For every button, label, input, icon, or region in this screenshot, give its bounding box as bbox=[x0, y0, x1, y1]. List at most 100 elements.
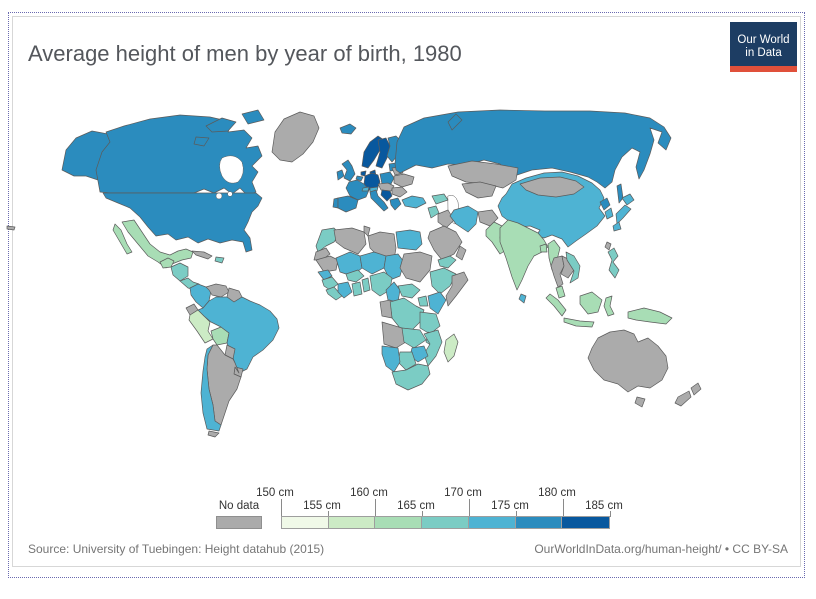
country-uganda[interactable] bbox=[417, 295, 429, 307]
country-indonesia-sulawesi[interactable] bbox=[603, 295, 615, 317]
country-south-africa[interactable] bbox=[391, 363, 431, 391]
country-canada-arctic-b[interactable] bbox=[241, 109, 265, 125]
country-russia-sakhalin[interactable] bbox=[616, 183, 624, 204]
country-ukraine[interactable] bbox=[393, 173, 415, 188]
country-oman[interactable] bbox=[455, 245, 467, 261]
country-india[interactable] bbox=[499, 219, 549, 291]
country-tunisia[interactable] bbox=[363, 225, 371, 237]
country-vietnam[interactable] bbox=[565, 251, 581, 284]
country-mauritania[interactable] bbox=[315, 255, 339, 273]
country-greenland[interactable] bbox=[271, 111, 320, 163]
country-canada[interactable] bbox=[95, 114, 263, 197]
country-niger[interactable] bbox=[359, 251, 387, 275]
country-togo-benin[interactable] bbox=[361, 277, 371, 293]
country-indonesia-java[interactable] bbox=[563, 317, 595, 328]
country-south-korea[interactable] bbox=[604, 207, 614, 220]
country-spain[interactable] bbox=[337, 195, 359, 213]
country-malaysia[interactable] bbox=[555, 285, 566, 299]
country-greece[interactable] bbox=[389, 197, 402, 211]
legend-bin-180-185[interactable] bbox=[562, 517, 610, 528]
legend-no-data-swatch[interactable] bbox=[216, 516, 262, 529]
legend-bin-150-155[interactable] bbox=[282, 517, 329, 528]
country-yemen[interactable] bbox=[437, 255, 457, 269]
country-iceland[interactable] bbox=[339, 123, 357, 135]
legend-bin-165-170[interactable] bbox=[422, 517, 469, 528]
country-syria[interactable] bbox=[427, 205, 440, 219]
country-portugal[interactable] bbox=[332, 197, 339, 209]
country-chad[interactable] bbox=[383, 253, 405, 281]
country-namibia[interactable] bbox=[381, 345, 401, 373]
country-cuba[interactable] bbox=[191, 250, 213, 260]
legend-bin-175-180[interactable] bbox=[515, 517, 563, 528]
country-chile[interactable] bbox=[200, 344, 222, 432]
country-iran[interactable] bbox=[449, 205, 479, 233]
country-sudan[interactable] bbox=[399, 251, 433, 283]
country-mexico-baja[interactable] bbox=[112, 223, 133, 255]
country-central-asia[interactable] bbox=[461, 181, 497, 199]
country-philippines[interactable] bbox=[607, 247, 620, 279]
country-mongolia[interactable] bbox=[519, 176, 585, 198]
country-russia[interactable] bbox=[394, 109, 672, 189]
country-indonesia-sumatra[interactable] bbox=[545, 293, 567, 317]
country-balkans[interactable] bbox=[380, 189, 393, 202]
country-sri-lanka[interactable] bbox=[518, 293, 527, 304]
country-guatemala[interactable] bbox=[159, 257, 175, 269]
country-angola[interactable] bbox=[381, 321, 407, 349]
country-japan-honshu[interactable] bbox=[615, 204, 632, 225]
country-new-zealand-south[interactable] bbox=[674, 390, 692, 407]
country-iraq[interactable] bbox=[437, 209, 455, 229]
country-poland[interactable] bbox=[379, 171, 395, 185]
country-brazil[interactable] bbox=[197, 296, 280, 374]
country-netherlands[interactable] bbox=[360, 170, 367, 177]
country-canada-arctic-c[interactable] bbox=[193, 136, 210, 147]
country-romania-bulgaria[interactable] bbox=[391, 186, 408, 198]
country-belgium[interactable] bbox=[355, 175, 364, 182]
country-new-zealand-north[interactable] bbox=[690, 382, 702, 396]
country-guinea[interactable] bbox=[321, 276, 339, 291]
attribution-link[interactable]: OurWorldInData.org/human-height/ • CC BY… bbox=[534, 542, 788, 556]
country-france[interactable] bbox=[345, 179, 370, 201]
country-egypt[interactable] bbox=[395, 229, 423, 251]
country-ivory-coast[interactable] bbox=[337, 281, 353, 299]
country-turkey[interactable] bbox=[401, 195, 427, 209]
owid-logo[interactable]: Our World in Data bbox=[730, 22, 797, 72]
country-kazakhstan[interactable] bbox=[447, 160, 519, 189]
country-sierra-leone-liberia[interactable] bbox=[325, 286, 343, 301]
country-central-african-republic[interactable] bbox=[397, 283, 421, 299]
country-italy[interactable] bbox=[369, 189, 389, 212]
country-czech-slovakia-hungary[interactable] bbox=[377, 182, 395, 192]
legend-bin-160-165[interactable] bbox=[375, 517, 423, 528]
country-hispaniola[interactable] bbox=[214, 256, 225, 264]
country-caucasus[interactable] bbox=[431, 193, 449, 205]
country-switzerland[interactable] bbox=[361, 186, 370, 192]
country-cameroon[interactable] bbox=[385, 281, 401, 303]
country-usa[interactable] bbox=[102, 192, 263, 253]
country-honduras-nicaragua[interactable] bbox=[170, 262, 189, 282]
legend-bin-155-160[interactable] bbox=[328, 517, 376, 528]
country-madagascar[interactable] bbox=[443, 333, 459, 363]
country-saudi-arabia[interactable] bbox=[427, 225, 463, 261]
country-algeria[interactable] bbox=[333, 227, 367, 255]
country-mexico[interactable] bbox=[121, 219, 194, 269]
country-burkina-faso[interactable] bbox=[345, 269, 365, 283]
country-russia-novaya-zemlya[interactable] bbox=[447, 113, 463, 131]
country-congo-gabon[interactable] bbox=[379, 299, 393, 319]
country-new-guinea[interactable] bbox=[627, 307, 673, 325]
country-venezuela[interactable] bbox=[205, 283, 230, 298]
country-mozambique[interactable] bbox=[423, 329, 443, 367]
country-united-kingdom[interactable] bbox=[341, 159, 356, 182]
country-australia[interactable] bbox=[587, 329, 669, 393]
country-kenya[interactable] bbox=[427, 291, 447, 315]
country-tanzania[interactable] bbox=[419, 311, 441, 335]
country-somalia[interactable] bbox=[445, 271, 469, 307]
country-north-korea[interactable] bbox=[599, 197, 611, 211]
country-tierra-del-fuego[interactable] bbox=[207, 430, 220, 438]
country-ethiopia[interactable] bbox=[429, 267, 457, 295]
country-canada-arctic-a[interactable] bbox=[205, 117, 237, 133]
country-tasmania[interactable] bbox=[634, 396, 646, 408]
country-zambia[interactable] bbox=[401, 327, 427, 349]
country-ghana[interactable] bbox=[351, 281, 363, 297]
country-taiwan[interactable] bbox=[604, 241, 612, 251]
country-indonesia-borneo[interactable] bbox=[579, 291, 603, 315]
country-japan-kyushu[interactable] bbox=[612, 221, 622, 232]
